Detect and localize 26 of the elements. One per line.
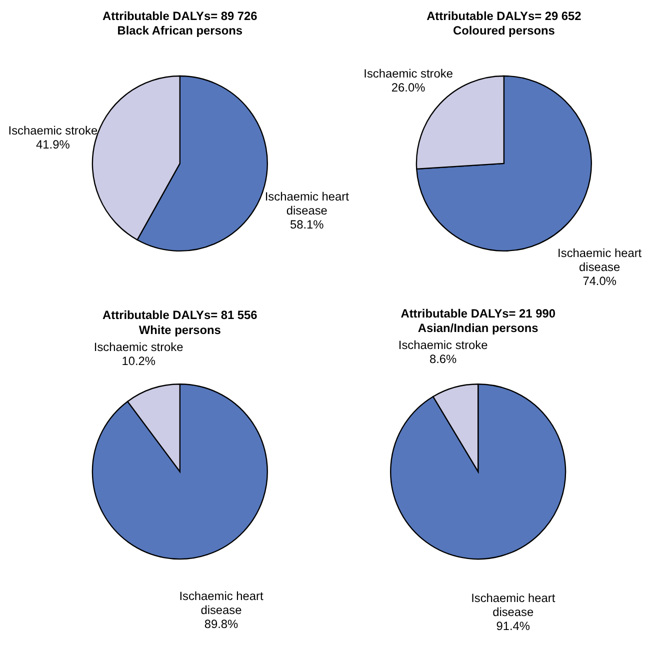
data-label: 89.8% (204, 616, 239, 631)
chart-title: Attributable DALYs= 89 726 (102, 8, 258, 23)
chart-subtitle: Black African persons (117, 24, 243, 38)
pie-slice (92, 384, 268, 560)
data-label: 10.2% (122, 354, 156, 368)
data-label: 41.9% (36, 137, 70, 152)
chart-subtitle: Coloured persons (452, 24, 556, 38)
slice-label: Ischaemic heart disease (264, 189, 350, 218)
chart-title: Attributable DALYs= 29 652 (426, 8, 582, 23)
slice-label: Ischaemic stroke (398, 338, 488, 352)
slice-label: Ischaemic heart disease (471, 591, 556, 619)
data-label: 74.0% (582, 274, 617, 288)
data-label: 26.0% (391, 80, 426, 95)
chart-subtitle: Asian/Indian persons (418, 321, 539, 336)
data-label: 8.6% (429, 352, 458, 366)
chart-title: Attributable DALYs= 81 556 (102, 308, 258, 322)
data-label: 91.4% (496, 618, 530, 633)
slice-label: Ischaemic stroke (364, 66, 454, 81)
pie-slice (390, 384, 566, 560)
slice-label: Ischaemic heart disease (179, 589, 264, 617)
slice-label: Ischaemic stroke (94, 340, 184, 354)
data-label: 58.1% (290, 217, 324, 232)
slice-label: Ischaemic stroke (8, 123, 98, 138)
chart-title: Attributable DALYs= 21 990 (400, 306, 556, 320)
slice-label: Ischaemic heart disease (558, 246, 642, 274)
chart-subtitle: White persons (138, 323, 222, 338)
